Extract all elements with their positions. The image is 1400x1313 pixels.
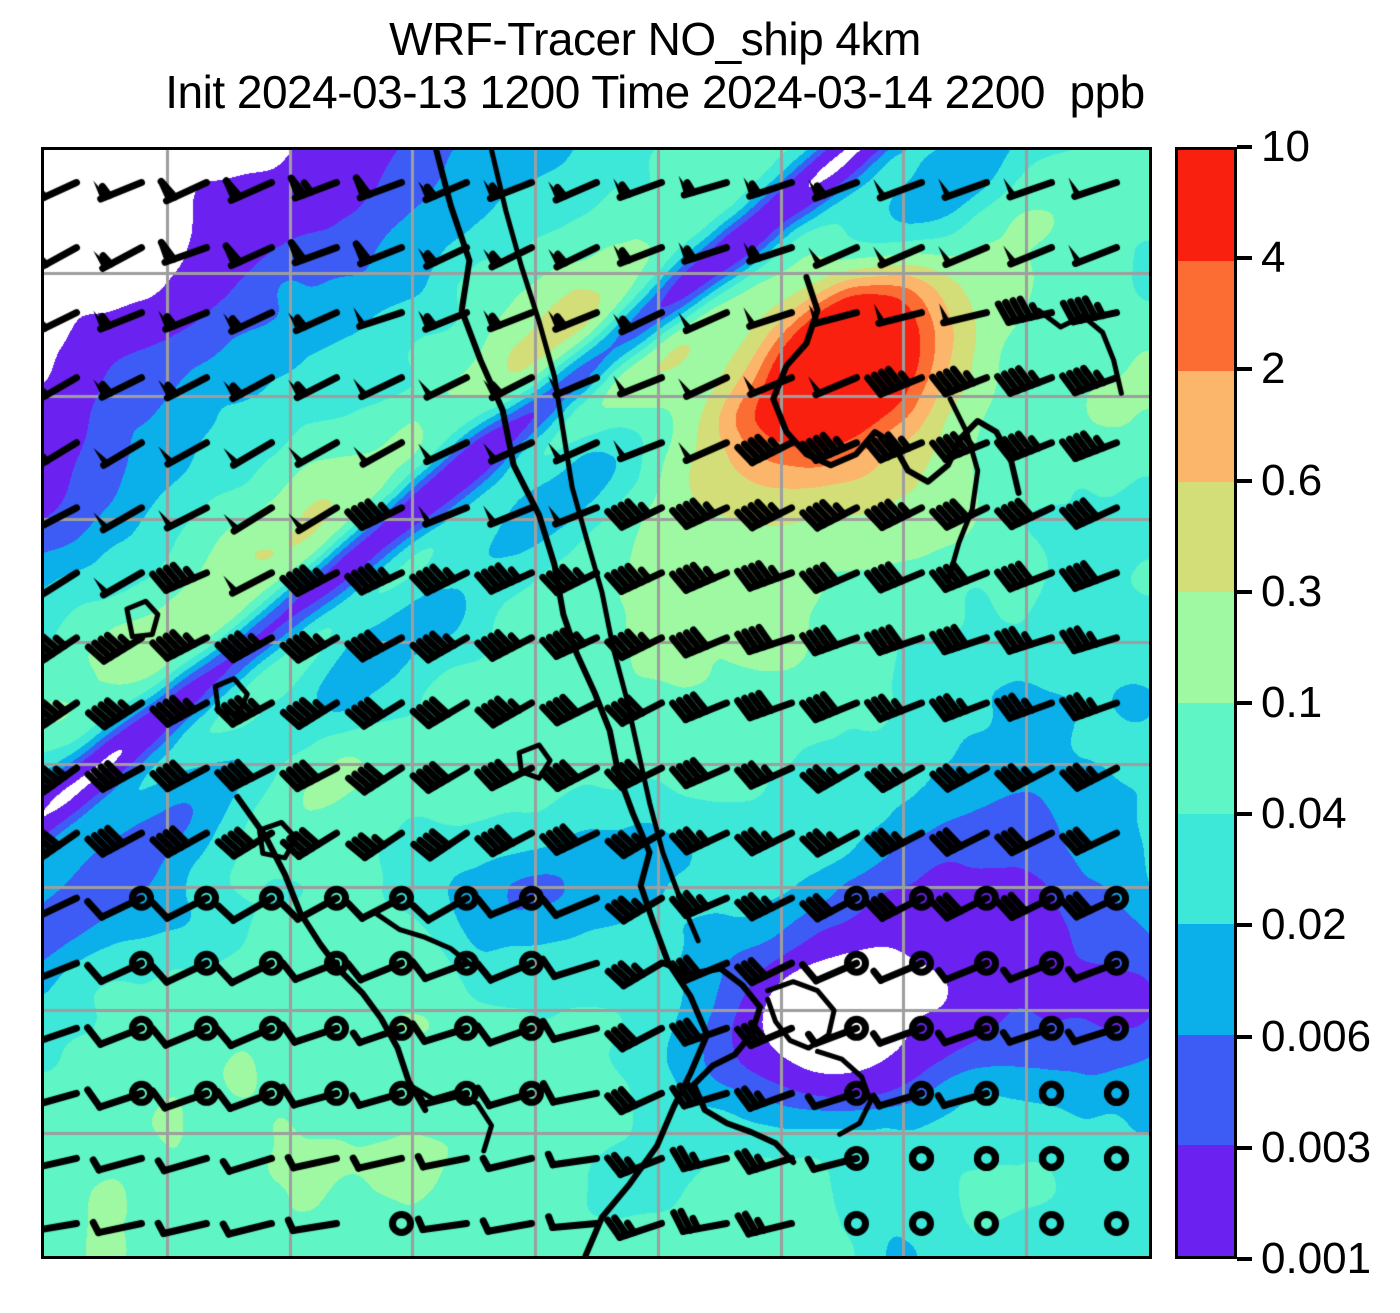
colorbar-band-0.6-2: [1178, 371, 1234, 482]
tick-mark-icon: [1237, 1034, 1252, 1039]
colorbar-tick-label: 0.003: [1261, 1122, 1372, 1172]
colorbar-tick-label: 10: [1261, 122, 1310, 171]
colorbar-tick-label: 0.1: [1261, 678, 1323, 727]
figure-title: WRF-Tracer NO_ship 4km Init 2024-03-13 1…: [0, 14, 1310, 117]
colorbar-band-0.001-0.003: [1178, 1145, 1234, 1256]
tick-mark-icon: [1237, 923, 1252, 928]
colorbar-band-2-4: [1178, 260, 1234, 372]
colorbar-tick-label: 0.02: [1261, 900, 1347, 950]
tick-mark-icon: [1237, 1145, 1252, 1150]
colorbar-tick-label: 0.3: [1261, 566, 1323, 616]
tick-mark-icon: [1237, 589, 1252, 594]
colorbar[interactable]: [1175, 147, 1237, 1259]
colorbar-tick-label: 4: [1261, 233, 1286, 283]
title-line-primary: WRF-Tracer NO_ship 4km: [389, 13, 921, 65]
colorbar-band-0.1-0.3: [1178, 592, 1234, 704]
colorbar-band-0.003-0.006: [1178, 1034, 1234, 1146]
colorbar-tick-label: 0.6: [1261, 455, 1323, 505]
colorbar-tick-label: 0.04: [1261, 789, 1347, 839]
tick-mark-icon: [1237, 1257, 1252, 1261]
colorbar-band-0.02-0.04: [1178, 813, 1234, 925]
tick-mark-icon: [1237, 256, 1252, 261]
tick-mark-icon: [1237, 145, 1252, 149]
colorbar-band-0.04-0.1: [1178, 703, 1234, 814]
colorbar-tick-label: 0.006: [1261, 1011, 1372, 1061]
colorbar-band-0.006-0.02: [1178, 924, 1234, 1035]
tick-mark-icon: [1237, 478, 1252, 483]
colorbar-band-0.3-0.6: [1178, 481, 1234, 593]
tick-mark-icon: [1237, 367, 1252, 372]
colorbar-tick-label: 2: [1261, 344, 1286, 394]
title-line-secondary: Init 2024-03-13 1200 Time 2024-03-14 220…: [165, 65, 1145, 118]
tracer-concentration-map: [44, 150, 1149, 1256]
colorbar-tick-label: 0.001: [1261, 1234, 1372, 1283]
tick-mark-icon: [1237, 701, 1252, 705]
colorbar-band-4-10: [1178, 150, 1234, 261]
tick-mark-icon: [1237, 812, 1252, 817]
colorbar-tick-labels: 0.001 0.003 0.006 0.02 0.04 0.1 0.3 0.6 2 4 10: [1237, 122, 1397, 1283]
map-plot-area[interactable]: [41, 147, 1152, 1259]
